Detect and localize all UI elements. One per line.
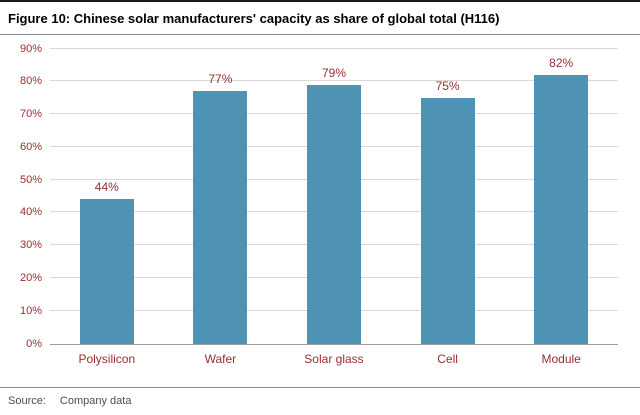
x-axis: Polysilicon Wafer Solar glass Cell Module bbox=[50, 344, 618, 374]
bar-value-label: 44% bbox=[94, 180, 119, 195]
y-tick-label: 60% bbox=[19, 140, 42, 153]
bar bbox=[534, 74, 589, 344]
bar bbox=[193, 91, 248, 344]
plot-area: 44% 77% 79% 75% 82% bbox=[50, 47, 618, 345]
x-axis-label: Module bbox=[541, 351, 581, 366]
y-tick-label: 20% bbox=[19, 272, 42, 285]
bar-group: 75% bbox=[391, 49, 505, 344]
y-tick-label: 0% bbox=[26, 337, 42, 350]
bar-group: 44% bbox=[50, 49, 164, 344]
x-axis-label: Solar glass bbox=[304, 351, 364, 366]
gridline bbox=[50, 80, 618, 82]
y-tick-label: 30% bbox=[19, 239, 42, 252]
y-tick-label: 10% bbox=[19, 304, 42, 317]
x-axis-label: Cell bbox=[437, 351, 458, 366]
figure-footer: Source: Company data bbox=[0, 387, 640, 415]
bar bbox=[306, 84, 361, 344]
y-tick-label: 90% bbox=[19, 42, 42, 55]
chart: 0% 10% 20% 30% 40% 50% 60% 70% 80% 90% 44% 77% 79% 7… bbox=[0, 35, 640, 387]
bar-value-label: 75% bbox=[435, 78, 460, 93]
y-tick-label: 80% bbox=[19, 75, 42, 88]
bars-layer: 44% 77% 79% 75% 82% bbox=[50, 49, 618, 344]
x-axis-label: Polysilicon bbox=[78, 351, 136, 366]
y-tick-label: 40% bbox=[19, 206, 42, 219]
figure-title: Figure 10: Chinese solar manufacturers' … bbox=[8, 11, 500, 26]
bar bbox=[420, 97, 475, 344]
bar-value-label: 79% bbox=[321, 65, 346, 80]
y-tick-label: 70% bbox=[19, 108, 42, 121]
gridline bbox=[50, 47, 618, 49]
bar-group: 79% bbox=[277, 49, 391, 344]
figure-header: Figure 10: Chinese solar manufacturers' … bbox=[0, 0, 640, 35]
bar-group: 77% bbox=[164, 49, 278, 344]
bar-group: 82% bbox=[504, 49, 618, 344]
bar bbox=[79, 199, 134, 344]
bar-value-label: 82% bbox=[549, 55, 574, 70]
source-label: Source: bbox=[8, 395, 46, 407]
bar-value-label: 77% bbox=[208, 72, 233, 87]
chart-body: 0% 10% 20% 30% 40% 50% 60% 70% 80% 90% 44% 77% 79% 7… bbox=[6, 43, 618, 350]
source-value: Company data bbox=[59, 395, 132, 407]
y-axis: 0% 10% 20% 30% 40% 50% 60% 70% 80% 90% bbox=[6, 43, 50, 350]
y-tick-label: 50% bbox=[19, 173, 42, 186]
x-axis-label: Wafer bbox=[204, 351, 237, 366]
